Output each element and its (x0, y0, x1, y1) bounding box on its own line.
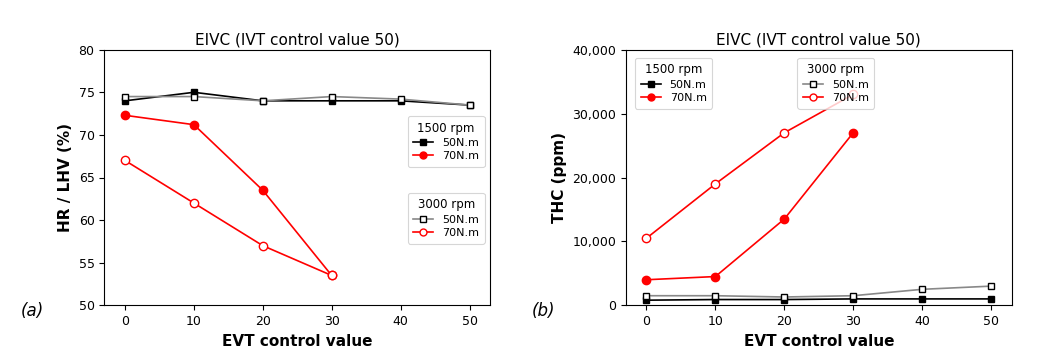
Legend: 50N.m, 70N.m: 50N.m, 70N.m (797, 58, 874, 109)
Text: (b): (b) (532, 301, 556, 320)
Text: (a): (a) (21, 301, 44, 320)
X-axis label: EVT control value: EVT control value (222, 334, 372, 349)
Y-axis label: THC (ppm): THC (ppm) (552, 132, 566, 223)
X-axis label: EVT control value: EVT control value (744, 334, 894, 349)
Title: EIVC (IVT control value 50): EIVC (IVT control value 50) (195, 32, 399, 47)
Title: EIVC (IVT control value 50): EIVC (IVT control value 50) (717, 32, 921, 47)
Legend: 50N.m, 70N.m: 50N.m, 70N.m (408, 193, 485, 244)
Y-axis label: HR / LHV (%): HR / LHV (%) (58, 123, 73, 232)
